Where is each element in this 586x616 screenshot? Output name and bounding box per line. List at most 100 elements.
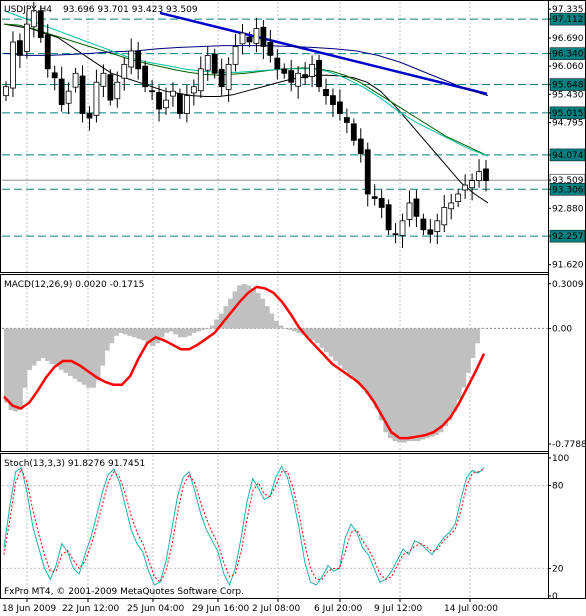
macd-bar [49,328,55,364]
macd-bar [442,328,448,427]
candle-body [163,99,169,109]
macd-tick-label: -0.7788 [552,440,586,450]
macd-bar [420,328,426,440]
stochastic-indicator [2,465,548,587]
macd-tick-label: 0.3009 [552,280,584,290]
time-tick-label: 25 Jun 04:00 [127,604,184,614]
macd-bar [237,285,243,329]
candle-body [483,168,489,181]
price-tick-label: 97.112 [552,15,584,25]
price-tick-label: 93.306 [552,185,584,195]
candle-body [476,171,482,181]
macd-bar [209,325,215,329]
macd-bar [68,328,74,376]
macd-bar [8,328,14,410]
candle-body [434,220,441,232]
macd-bar [177,328,183,338]
candle-body [121,63,128,79]
macd-bar [401,328,407,443]
macd-bar [296,328,302,333]
macd-bar [369,328,375,400]
macd-bar [118,328,124,333]
macd-bar [452,328,458,412]
candle-body [399,220,406,236]
macd-bar [90,328,96,388]
candle-body [295,72,302,87]
macd-bar [36,328,42,362]
candle-body [17,40,23,56]
macd-bar [319,328,325,348]
macd-bar [328,328,334,357]
candle-body [183,95,190,114]
candle-body [204,55,211,71]
macd-bar [410,328,416,442]
macd-bar [474,328,480,344]
macd-bar [159,328,165,338]
candle-body [79,75,86,114]
time-tick-label: 9 Jul 12:00 [374,604,423,614]
macd-bar [45,328,51,362]
time-tick-label: 2 Jul 08:00 [252,604,301,614]
candle-body [170,90,176,97]
ohlc-readout: 93.696 93.701 93.423 93.509 [63,5,198,15]
macd-bar [246,285,252,329]
stoch-pane[interactable] [0,453,549,599]
price-tick-label: 95.648 [552,81,584,91]
copyright-text: FxPro MT4, © 2001-2009 MetaQuotes Softwa… [4,587,244,597]
trendline [159,11,488,96]
candle-body [406,202,413,220]
candle-body [385,204,392,231]
macd-bar [77,328,83,382]
candle-body [309,63,315,77]
ma-teal-line [3,10,489,157]
macd-bar [250,288,256,329]
candle-body [232,46,239,65]
time-tick-label: 6 Jul 20:00 [314,604,363,614]
macd-bar [109,328,115,344]
candle-body [156,92,162,110]
candle-body [3,86,9,97]
macd-bar [465,328,471,373]
candle-body [86,113,93,119]
macd-bar [54,328,60,367]
macd-bar [173,328,179,335]
candle-body [135,50,142,70]
candle-body [420,218,427,231]
stoch-signal-line [3,467,485,584]
candle-body [350,123,357,141]
candle-body [239,32,246,45]
candle-body [177,93,183,114]
ma-slow-line [3,45,489,97]
macd-bar [26,328,32,370]
ma-mid-line [3,23,489,157]
macd-bar [397,328,403,443]
macd-bar [278,325,284,329]
candle-body [72,72,79,88]
candle-body [37,10,44,38]
chart-title: USDJPY,H4 [4,5,52,15]
moving-averages [3,10,489,204]
candle-body [142,65,149,88]
macd-bar [360,328,366,388]
macd-bar [113,328,119,336]
macd-bar [168,328,174,332]
macd-bar [150,328,156,347]
macd-bar [337,328,343,366]
candle-body [23,23,30,52]
macd-indicator [2,283,548,443]
macd-bar [365,328,371,394]
time-tick-label: 29 Jun 16:00 [192,604,249,614]
macd-bar [191,328,197,333]
candle-body [114,81,121,100]
macd-bar [356,328,362,384]
candle-body [10,41,16,89]
price-tick-label: 95.430 [552,90,584,100]
candle-body [190,86,197,94]
macd-bar [122,328,128,335]
macd-bar [470,328,476,359]
macd-bar [241,283,247,329]
macd-bar [433,328,439,436]
candle-body [302,74,309,79]
macd-label: MACD(12,26,9) 0.0020 -0.1715 [4,280,144,290]
macd-bar [424,328,430,439]
